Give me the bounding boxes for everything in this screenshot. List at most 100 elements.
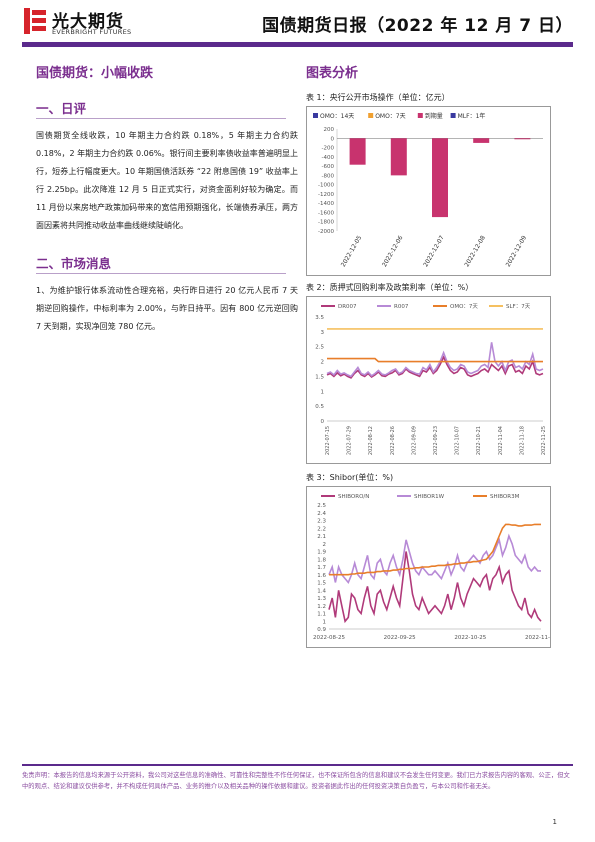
y-tick-label: 1.9 [317,550,326,556]
x-tick-label: 2022-09-23 [433,426,439,455]
bar-maturity [514,138,531,140]
bar-maturity [349,138,366,165]
y-tick-label: 2.5 [317,503,326,509]
y-tick-label: 2.5 [315,345,324,351]
series-line-1 [326,342,544,378]
y-tick-label: 3 [321,330,325,336]
legend-label: SHIBORO/N [338,494,369,500]
y-tick-label: 1.1 [317,612,326,618]
chart2-frame: DR007 R007 OMO：7天 SLF：7天 3.5 3 2.5 2 1.5 1 0.5 0 202… [306,296,551,464]
repo-rate-line-chart: DR007 R007 OMO：7天 SLF：7天3.532.521.510.50202… [315,303,547,455]
y-tick-label: 1.5 [315,374,324,380]
legend-label: SHIBOR3M [490,494,520,500]
shibor-line-chart: SHIBORO/N SHIBOR1W SHIBOR3M 2.5 2.4 2.32.2 2.1… [313,494,557,641]
y-tick-label: 2.4 [317,511,326,517]
legend-label: OMO：7天 [450,303,478,310]
legend-swatch [450,113,456,118]
logo-text-cn: 光大期货 [52,12,124,32]
chart-section-title: 图表分析 [306,66,359,81]
y-tick-label: -800 [322,173,335,179]
y-tick-label: 1.8 [317,557,326,563]
y-tick-label: 1.2 [317,604,326,610]
legend-label: DR007 [338,304,357,310]
disclaimer-text: 免责声明：本报告的信息均来源于公开资料，我公司对这些信息的准确性、可靠性和完整性… [22,772,570,790]
x-tick-label: 2022-12-08 [463,234,487,268]
series-line-1 [328,533,541,585]
chart-column: 图表分析 表 1：央行公开市场操作（单位：亿元） OMO：14天 OMO：7天 到期… [306,62,568,648]
legend-label: OMO：7天 [375,113,405,120]
y-tick-label: 2.1 [317,534,326,540]
x-tick-label: 2022-08-12 [368,426,374,455]
commentary-column: 国债期货：小幅收跌 一、日评 国债期货全线收跌，10 年期主力合约跌 0.18%… [36,62,298,336]
y-tick-label: 1 [323,619,327,625]
review-paragraph: 国债期货全线收跌，10 年期主力合约跌 0.18%，5 年期主力合约跌 0.18… [36,131,298,230]
footer-divider [22,764,573,766]
chart1-caption: 表 1：央行公开市场操作（单位：亿元） [306,93,450,102]
x-tick-label: 2022-10-25 [454,635,486,641]
x-tick-label: 2022-12-05 [340,234,364,268]
everbright-logo-icon [24,8,46,34]
series-line-0 [326,355,544,379]
series-line-2 [327,357,543,363]
y-tick-label: -1000 [318,183,334,189]
section-rule [36,118,286,119]
y-tick-label: -2000 [318,229,334,235]
y-tick-label: 2 [321,360,325,366]
series-line-2 [329,523,541,576]
bar-maturity [473,138,490,143]
page-header: 光大期货 EVERBRIGHT FUTURES 国债期货日报（2022 年 12… [0,0,595,52]
y-tick-label: -400 [322,155,335,161]
section-title-news: 二、市场消息 [36,256,112,271]
x-tick-label: 2022-12-09 [505,234,529,268]
legend-label: MLF：1年 [458,112,486,120]
x-tick-label: 2022-11-04 [498,426,504,455]
main-headline: 国债期货：小幅收跌 [36,66,154,81]
x-tick-label: 2022-08-25 [313,635,345,641]
section-title-review: 一、日评 [36,101,87,116]
y-tick-label: 2.3 [317,519,326,525]
y-tick-label: 1 [321,389,325,395]
x-tick-label: 2022-11-18 [519,426,525,455]
chart1-frame: OMO：14天 OMO：7天 到期量 MLF：1年 200 0 -200 -400 -600 -8… [306,106,551,276]
chart2-caption: 表 2：质押式回购利率及政策利率（单位：%） [306,283,474,292]
header-divider [22,42,573,47]
x-tick-label: 2022-12-07 [422,234,446,268]
x-tick-label: 2022-07-15 [325,426,331,455]
logo-text-en: EVERBRIGHT FUTURES [52,28,132,36]
y-tick-label: 2 [323,542,327,548]
y-tick-label: 0 [321,419,325,425]
y-tick-label: -600 [322,164,335,170]
x-tick-label: 2022-08-26 [390,426,396,455]
news-paragraph: 1、为维护银行体系流动性合理充裕，央行昨日进行 20 亿元人民币 7 天期逆回购… [36,286,298,331]
y-tick-label: 1.3 [317,596,326,602]
y-tick-label: 1.6 [317,573,326,579]
y-tick-label: 0.9 [317,627,326,633]
x-tick-label: 2022-09-25 [384,635,416,641]
x-tick-label: 2022-07-29 [347,426,353,455]
y-tick-label: -1200 [318,192,334,198]
y-tick-label: 200 [324,127,335,133]
y-tick-label: -1400 [318,201,334,207]
y-tick-label: 1.7 [317,565,326,571]
omo-bar-chart: OMO：14天 OMO：7天 到期量 MLF：1年 200 0 -200 -400 -600 -8… [313,112,543,268]
x-tick-label: 2022-09-09 [411,426,417,455]
series-line-0 [328,551,542,624]
section-rule [36,273,286,274]
x-tick-label: 2022-11-25 [541,426,547,455]
legend-swatch [313,113,318,118]
y-tick-label: -1800 [318,220,334,226]
y-tick-label: 3.5 [315,315,324,321]
legend-swatch [368,113,374,118]
y-tick-label: -200 [322,146,335,152]
legend-label: OMO：14天 [320,113,354,120]
chart3-frame: SHIBORO/N SHIBOR1W SHIBOR3M 2.5 2.4 2.3 2.2 2.1… [306,486,557,648]
x-tick-label: 2022-10-07 [455,426,461,455]
legend-label: SHIBOR1W [414,494,445,500]
chart3-caption: 表 3：Shibor(单位：%) [306,473,394,482]
page-number: 1 [552,818,557,826]
y-tick-label: -1600 [318,210,334,216]
legend-label: 到期量 [425,112,443,120]
legend-label: SLF：7天 [506,303,531,310]
y-tick-label: 1.5 [317,581,326,587]
bar-maturity [432,138,448,218]
